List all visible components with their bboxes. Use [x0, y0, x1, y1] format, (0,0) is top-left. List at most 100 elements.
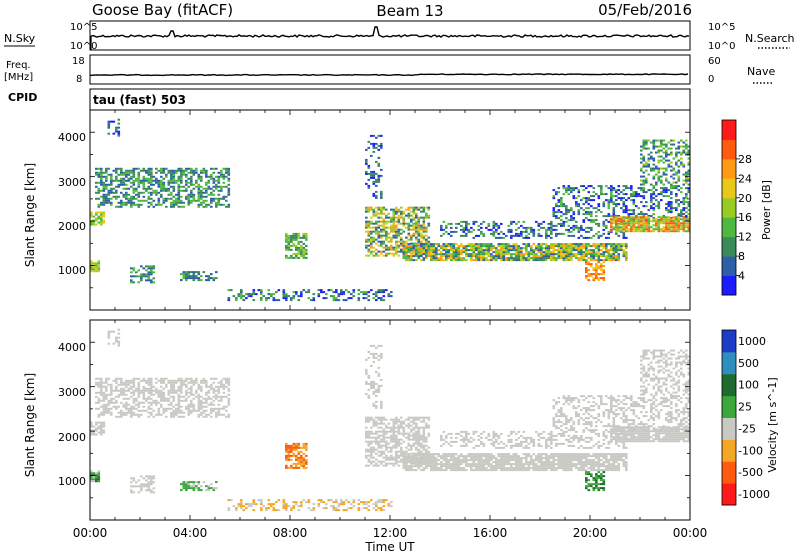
power-cell	[92, 268, 96, 271]
power-cell	[645, 228, 648, 231]
power-cell	[545, 257, 548, 260]
velocity-cell	[307, 499, 311, 502]
power-cell	[372, 182, 376, 185]
power-cell	[620, 216, 623, 219]
velocity-cell	[97, 427, 101, 430]
power-cell	[385, 236, 388, 239]
power-cell	[140, 279, 143, 282]
velocity-cell	[407, 465, 411, 468]
velocity-cell	[160, 397, 163, 400]
power-cell	[417, 244, 421, 247]
power-cell	[610, 215, 613, 218]
velocity-cell	[90, 431, 93, 434]
power-cell	[485, 247, 488, 250]
power-cell	[457, 247, 461, 250]
velocity-cell	[302, 464, 306, 467]
power-cell	[660, 143, 663, 146]
power-cell	[385, 238, 388, 241]
velocity-cell	[130, 415, 133, 418]
velocity-cell	[97, 401, 101, 404]
power-cell	[530, 253, 533, 256]
velocity-cell	[482, 453, 486, 456]
power-cell	[90, 266, 93, 269]
power-cell	[392, 212, 396, 215]
velocity-cell	[420, 461, 423, 464]
power-cell	[670, 224, 673, 227]
power-cell	[367, 232, 371, 235]
power-cell	[665, 216, 668, 219]
power-cell	[317, 293, 321, 296]
power-cell	[595, 267, 598, 270]
velocity-cell	[152, 487, 156, 490]
velocity-cell	[372, 418, 376, 421]
velocity-cell	[190, 481, 193, 484]
power-cell	[187, 277, 191, 280]
velocity-cell	[367, 450, 371, 453]
velocity-cell	[402, 428, 406, 431]
power-cell	[592, 220, 596, 223]
power-cell	[617, 259, 621, 262]
power-cell	[110, 120, 113, 123]
power-cell	[612, 211, 616, 214]
power-cell	[150, 271, 153, 274]
power-cell	[482, 234, 486, 237]
power-cell	[490, 253, 493, 256]
power-cell	[210, 175, 213, 178]
power-cell	[530, 257, 533, 260]
power-cell	[365, 158, 368, 161]
velocity-cell	[160, 377, 163, 380]
power-cell	[147, 169, 151, 172]
velocity-cell	[172, 385, 176, 388]
power-cell	[457, 245, 461, 248]
velocity-cell	[415, 442, 418, 445]
noise-panel: N.Sky 10^5 10^0 10^5 10^0 N.Search	[4, 20, 795, 52]
power-cell	[592, 243, 596, 246]
velocity-cell	[197, 387, 201, 390]
power-cell	[397, 214, 401, 217]
power-cell	[660, 181, 663, 184]
velocity-cell	[110, 389, 113, 392]
velocity-cell	[490, 469, 493, 472]
velocity-cell	[392, 422, 396, 425]
velocity-cell	[372, 446, 376, 449]
power-cell	[195, 277, 198, 280]
velocity-cell	[490, 467, 493, 470]
velocity-cell	[462, 469, 466, 472]
power-cell	[412, 255, 416, 258]
power-cell	[582, 228, 586, 231]
power-cell	[385, 214, 388, 217]
power-cell	[665, 189, 668, 192]
power-cell	[607, 255, 611, 258]
velocity-cell	[220, 379, 223, 382]
velocity-cell	[387, 462, 391, 465]
power-cell	[597, 251, 601, 254]
power-cell	[195, 169, 198, 172]
velocity-cell	[267, 503, 271, 506]
velocity-cell	[340, 501, 343, 504]
power-cell	[677, 165, 681, 168]
power-cell	[602, 251, 606, 254]
velocity-cell	[285, 454, 288, 457]
power-cell	[265, 297, 268, 300]
velocity-cell	[227, 379, 231, 382]
power-cell	[195, 275, 198, 278]
power-cell	[617, 220, 621, 223]
power-cell	[390, 220, 393, 223]
velocity-cell	[422, 416, 426, 419]
power-cell	[497, 245, 501, 248]
velocity-cell	[422, 467, 426, 470]
power-cell	[447, 243, 451, 246]
power-cell	[617, 222, 621, 225]
velocity-cell	[210, 409, 213, 412]
velocity-cell	[500, 469, 503, 472]
power-cell	[422, 253, 426, 256]
velocity-cell	[390, 456, 393, 459]
power-cell	[642, 183, 646, 186]
velocity-cell	[100, 387, 103, 390]
velocity-cell	[440, 469, 443, 472]
power-cell	[377, 208, 381, 211]
power-cell	[575, 226, 578, 229]
velocity-cell	[312, 503, 316, 506]
power-cell	[367, 224, 371, 227]
power-cell	[365, 291, 368, 294]
